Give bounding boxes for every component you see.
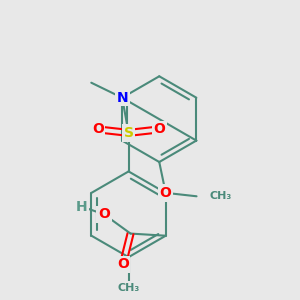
Text: CH₃: CH₃: [209, 191, 232, 201]
Text: O: O: [92, 122, 104, 136]
Text: CH₃: CH₃: [117, 283, 140, 293]
Text: O: O: [117, 257, 129, 272]
Text: O: O: [160, 186, 172, 200]
Text: O: O: [154, 122, 165, 136]
Text: N: N: [116, 91, 128, 105]
Text: O: O: [98, 207, 110, 221]
Text: H: H: [76, 200, 88, 214]
Text: S: S: [124, 126, 134, 140]
